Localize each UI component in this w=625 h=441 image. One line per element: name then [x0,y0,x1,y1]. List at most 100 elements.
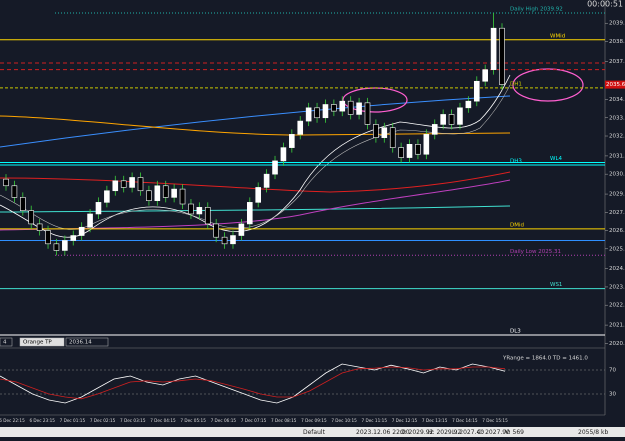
candle-body [364,102,371,125]
candle-body [196,207,203,215]
oscillator-text: YRange = 1864.0 TD = 1461.0 [502,356,588,362]
tp-text: 2036.14 [69,340,92,346]
x-tick-label: 7 Dec 07:15 [241,418,267,423]
candle-body [154,185,161,201]
candle-body [406,144,413,158]
moving-average [0,205,511,213]
tp-box [0,337,13,347]
candle-body [3,178,9,187]
candle-body [112,180,119,192]
current-price-label: 2035.60 [606,82,625,88]
x-tick-label: 7 Dec 02:15 [90,418,116,423]
annotation-ellipse [512,68,584,102]
candle-body [221,236,228,245]
x-tick-label: 7 Dec 10:15 [331,418,357,423]
candle-body [280,147,287,162]
candle-body [129,177,135,188]
candle-body [20,197,26,211]
oscillator-line [0,366,506,400]
candle-body [431,124,438,135]
tp-text: 4 [3,340,7,346]
timer: 00:00:51 [587,0,623,9]
x-tick-label: 7 Dec 06:15 [211,418,237,423]
candle-body [11,185,18,198]
level-label: WS1 [550,282,562,288]
level-label: Daily High 2039.92 [510,6,563,12]
level-label: DMid [510,222,524,228]
status-text: C: 2027.90 [477,429,510,436]
candle-body [95,202,102,215]
candle-body [331,104,337,112]
candle-body [322,104,329,119]
level-label: WL4 [550,156,563,162]
candle-body [448,114,455,125]
osc-tick-label: 70 [609,368,616,374]
x-tick-label: 7 Dec 14:15 [452,418,478,423]
candle-body [36,223,43,231]
level-label: DL3 [510,329,521,335]
y-tick-label: 2020.00 [609,341,625,347]
candle-body [499,27,505,85]
candle-body [28,210,35,225]
status-text: H: 2029.92 [428,429,461,436]
tp-box [19,337,65,347]
candle-body [188,203,194,215]
candle-body [45,230,51,245]
y-tick-label: 2037.00 [609,59,625,65]
candle-body [389,127,396,148]
x-tick-label: 7 Dec 05:15 [180,418,206,423]
status-text: O: 2029.92 [400,429,434,436]
x-tick-label: 7 Dec 03:15 [120,418,146,423]
y-tick-label: 2033.60 [609,115,625,121]
candle-body [415,144,421,155]
candle-body [104,190,110,203]
candle-body [272,160,278,175]
candle-body [78,226,85,236]
candle-body [255,187,262,203]
y-tick-label: 2029.00 [609,192,625,198]
candle-body [289,134,295,148]
candle-body [339,100,346,112]
candle-body [373,124,379,138]
y-tick-label: 2022.30 [609,303,625,309]
candle-body [381,127,388,138]
candle-body [314,107,320,119]
candle-body [398,147,404,158]
osc-tick-label: 30 [609,392,616,398]
level-label: Daily Low 2025.31 [510,249,561,255]
y-tick-label: 2024.50 [609,266,625,272]
status-text: L: 2027.40 [452,429,484,436]
candle-body [490,27,497,70]
tp-box [65,337,109,347]
status-text: Default [303,429,326,436]
x-tick-label: 7 Dec 08:15 [271,418,297,423]
candle-body [179,188,186,205]
candle-body [457,107,463,125]
candle-body [62,240,68,251]
y-tick-label: 2031.30 [609,153,625,159]
level-label: DH3 [510,159,522,165]
candle-body [297,120,304,135]
candle-body [162,185,169,198]
y-tick-label: 2038.20 [609,39,625,45]
candle-body [473,80,480,102]
candle-body [356,102,362,115]
candle-body [423,134,430,155]
candle-body [482,69,488,82]
x-tick-label: 7 Dec 12:15 [392,418,418,423]
candle-body [305,107,312,122]
tp-text: Orange TP [23,340,52,346]
moving-average [0,171,511,193]
current-price-box [605,80,625,89]
candle-body [120,180,127,188]
candle-body [230,235,236,245]
candle-body [53,243,60,251]
x-tick-label: 7 Dec 15:15 [482,418,508,423]
y-tick-label: 2026.80 [609,228,625,234]
moving-average [0,95,511,148]
candle-body [171,188,177,198]
y-tick-label: 2039.30 [609,21,625,27]
y-tick-label: 2032.50 [609,134,625,140]
y-tick-label: 2021.10 [609,323,625,329]
